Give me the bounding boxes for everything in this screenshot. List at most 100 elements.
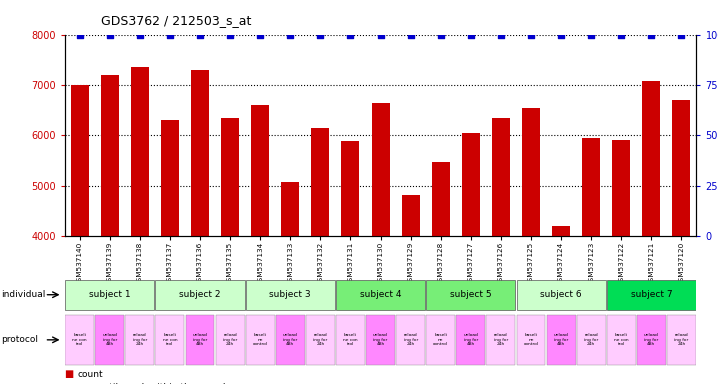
Bar [251, 105, 269, 236]
Point [345, 31, 356, 38]
Text: baseli
ne
control: baseli ne control [253, 333, 268, 346]
Bar [306, 314, 335, 365]
Text: percentile rank within the sample: percentile rank within the sample [78, 383, 230, 384]
Bar [336, 280, 425, 310]
Bar [185, 314, 215, 365]
Bar [342, 141, 360, 236]
Text: subject 7: subject 7 [630, 290, 672, 299]
Text: baseli
ne
control: baseli ne control [523, 333, 538, 346]
Bar [672, 100, 691, 236]
Text: baseli
ne
control: baseli ne control [433, 333, 448, 346]
Bar [65, 280, 154, 310]
Bar [65, 314, 94, 365]
Point [555, 31, 567, 38]
Text: baseli
ne con
trol: baseli ne con trol [343, 333, 358, 346]
Bar [487, 314, 516, 365]
Text: reload
ing for
24h: reload ing for 24h [404, 333, 418, 346]
Text: subject 3: subject 3 [269, 290, 311, 299]
Text: protocol: protocol [1, 335, 39, 344]
Text: unload
ing for
48h: unload ing for 48h [463, 333, 478, 346]
Bar [552, 226, 570, 236]
Bar [426, 280, 516, 310]
Point [74, 31, 85, 38]
Bar [281, 182, 299, 236]
Text: unload
ing for
48h: unload ing for 48h [102, 333, 117, 346]
Text: GDS3762 / 212503_s_at: GDS3762 / 212503_s_at [101, 14, 251, 27]
Point [465, 31, 477, 38]
Bar [246, 314, 274, 365]
Bar [516, 314, 546, 365]
Text: unload
ing for
48h: unload ing for 48h [192, 333, 208, 346]
Bar [667, 314, 696, 365]
Point [254, 31, 266, 38]
Text: count: count [78, 370, 103, 379]
Point [526, 31, 537, 38]
Text: subject 6: subject 6 [540, 290, 582, 299]
Point [314, 31, 326, 38]
Bar [371, 103, 390, 236]
Text: unload
ing for
48h: unload ing for 48h [373, 333, 388, 346]
Text: unload
ing for
48h: unload ing for 48h [644, 333, 659, 346]
Bar [336, 314, 365, 365]
Point [676, 31, 687, 38]
Text: reload
ing for
24h: reload ing for 24h [674, 333, 689, 346]
Bar [577, 314, 605, 365]
Text: subject 2: subject 2 [180, 290, 220, 299]
Bar [582, 138, 600, 236]
Bar [126, 314, 154, 365]
Bar [462, 133, 480, 236]
Bar [607, 314, 635, 365]
Bar [246, 280, 335, 310]
Bar [276, 314, 304, 365]
Bar [516, 280, 605, 310]
Point [495, 31, 507, 38]
Bar [156, 280, 245, 310]
Text: baseli
ne con
trol: baseli ne con trol [162, 333, 177, 346]
Bar [312, 128, 330, 236]
Point [224, 31, 236, 38]
Text: baseli
ne con
trol: baseli ne con trol [614, 333, 628, 346]
Bar [191, 70, 209, 236]
Bar [432, 162, 449, 236]
Text: subject 5: subject 5 [450, 290, 492, 299]
Bar [401, 195, 419, 236]
Bar [95, 314, 124, 365]
Bar [522, 108, 540, 236]
Bar [612, 141, 630, 236]
Bar [492, 118, 510, 236]
Bar [643, 81, 661, 236]
Bar [637, 314, 666, 365]
Text: reload
ing for
24h: reload ing for 24h [584, 333, 598, 346]
Bar [215, 314, 245, 365]
Text: reload
ing for
24h: reload ing for 24h [133, 333, 147, 346]
Bar [156, 314, 185, 365]
Text: reload
ing for
24h: reload ing for 24h [313, 333, 327, 346]
Bar [131, 67, 149, 236]
Bar [457, 314, 485, 365]
Point [585, 31, 597, 38]
Bar [161, 120, 179, 236]
Point [645, 31, 657, 38]
Bar [426, 314, 455, 365]
Text: reload
ing for
24h: reload ing for 24h [494, 333, 508, 346]
Bar [221, 118, 239, 236]
Bar [366, 314, 395, 365]
Bar [546, 314, 576, 365]
Bar [396, 314, 425, 365]
Text: ■: ■ [65, 383, 74, 384]
Point [104, 31, 116, 38]
Point [405, 31, 416, 38]
Point [615, 31, 627, 38]
Text: reload
ing for
24h: reload ing for 24h [223, 333, 237, 346]
Bar [607, 280, 696, 310]
Text: baseli
ne con
trol: baseli ne con trol [73, 333, 87, 346]
Text: subject 4: subject 4 [360, 290, 401, 299]
Text: unload
ing for
48h: unload ing for 48h [283, 333, 298, 346]
Text: unload
ing for
48h: unload ing for 48h [554, 333, 569, 346]
Text: individual: individual [1, 290, 46, 299]
Point [195, 31, 206, 38]
Text: ■: ■ [65, 369, 74, 379]
Point [134, 31, 146, 38]
Point [164, 31, 176, 38]
Bar [70, 85, 89, 236]
